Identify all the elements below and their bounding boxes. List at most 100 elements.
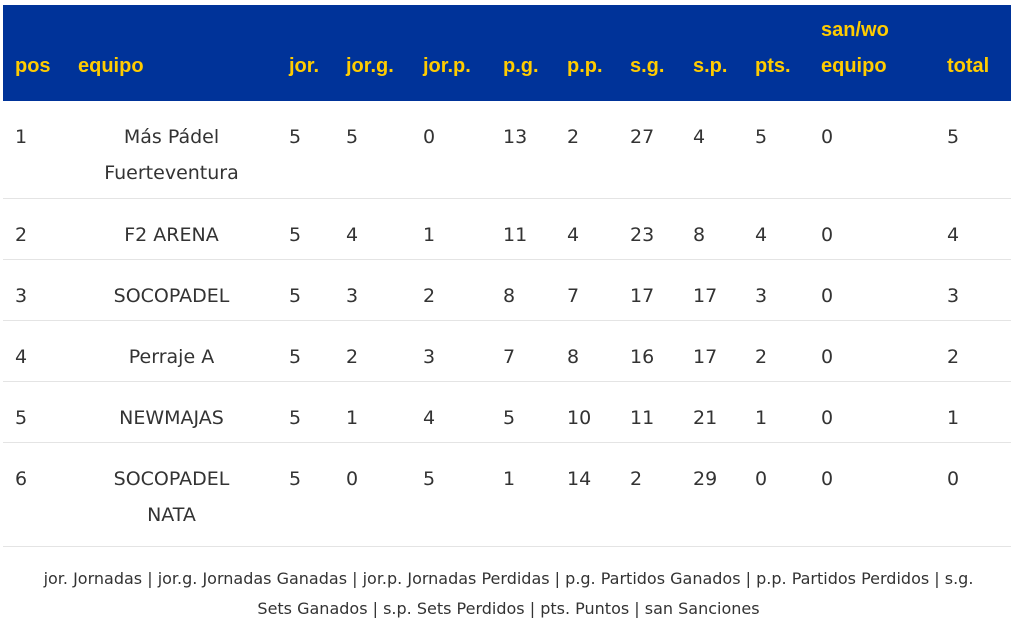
team-name-line1: SOCOPADEL [113, 285, 230, 307]
cell-pg: 11 [491, 198, 555, 260]
cell-pts: 0 [743, 442, 809, 547]
cell-pp: 8 [555, 320, 618, 382]
cell-sg: 11 [618, 381, 681, 443]
header-sg: s.g. [630, 55, 665, 77]
cell-jorg: 1 [334, 381, 411, 443]
table-body: 1 Más Pádel Fuerteventura 5 5 0 13 2 27 4… [3, 101, 1011, 547]
standings-table: pos equipo jor. jor.g. jor.p. p.g. p.p. … [3, 5, 1011, 547]
table-row: 1 Más Pádel Fuerteventura 5 5 0 13 2 27 4… [3, 101, 1011, 199]
header-jorg: jor.g. [346, 55, 394, 77]
cell-san: 0 [809, 198, 935, 260]
header-jor: jor. [289, 55, 320, 77]
cell-pos: 4 [3, 320, 66, 382]
cell-total: 1 [935, 381, 1011, 443]
cell-pp: 2 [555, 101, 618, 199]
cell-pts: 2 [743, 320, 809, 382]
cell-sp: 17 [681, 259, 743, 321]
cell-jorp: 4 [411, 381, 491, 443]
cell-pg: 13 [491, 101, 555, 199]
cell-equipo: SOCOPADEL [66, 259, 277, 321]
cell-jor: 5 [277, 381, 334, 443]
table-row: 5 NEWMAJAS 5 1 4 5 10 11 21 1 0 1 [3, 381, 1011, 443]
cell-jorp: 1 [411, 198, 491, 260]
header-equipo: equipo [78, 55, 144, 77]
cell-total: 5 [935, 101, 1011, 199]
cell-pg: 8 [491, 259, 555, 321]
cell-san: 0 [809, 101, 935, 199]
cell-pg: 7 [491, 320, 555, 382]
header-pos: pos [15, 55, 51, 77]
cell-pg: 1 [491, 442, 555, 547]
cell-jor: 5 [277, 259, 334, 321]
cell-san: 0 [809, 320, 935, 382]
cell-jor: 5 [277, 198, 334, 260]
cell-equipo: Más Pádel Fuerteventura [66, 101, 277, 199]
cell-pp: 10 [555, 381, 618, 443]
cell-sp: 29 [681, 442, 743, 547]
cell-sg: 23 [618, 198, 681, 260]
header-san-wo: san/wo equipo [809, 5, 935, 101]
cell-equipo: NEWMAJAS [66, 381, 277, 443]
cell-total: 2 [935, 320, 1011, 382]
cell-jorg: 4 [334, 198, 411, 260]
team-name-line1: F2 ARENA [124, 224, 219, 246]
standings-table-container: pos equipo jor. jor.g. jor.p. p.g. p.p. … [3, 5, 1011, 547]
cell-pos: 5 [3, 381, 66, 443]
cell-jorp: 0 [411, 101, 491, 199]
cell-sp: 17 [681, 320, 743, 382]
cell-sg: 17 [618, 259, 681, 321]
cell-jorg: 3 [334, 259, 411, 321]
cell-jor: 5 [277, 442, 334, 547]
cell-jorg: 5 [334, 101, 411, 199]
header-row: pos equipo jor. jor.g. jor.p. p.g. p.p. … [3, 5, 1011, 101]
team-name-line1: Más Pádel [123, 126, 220, 148]
team-name-line1: SOCOPADEL [113, 468, 230, 490]
table-row: 6 SOCOPADEL NATA 5 0 5 1 14 2 29 0 0 0 [3, 442, 1011, 547]
header-sp: s.p. [693, 55, 728, 77]
table-row: 4 Perraje A 5 2 3 7 8 16 17 2 0 2 [3, 320, 1011, 382]
table-row: 3 SOCOPADEL 5 3 2 8 7 17 17 3 0 3 [3, 259, 1011, 321]
cell-jor: 5 [277, 320, 334, 382]
cell-sp: 21 [681, 381, 743, 443]
team-name-line2: NATA [147, 504, 196, 526]
cell-pos: 2 [3, 198, 66, 260]
header-jorp: jor.p. [423, 55, 471, 77]
legend-line-2: Sets Ganados | s.p. Sets Perdidos | pts.… [257, 599, 760, 618]
legend-line-1: jor. Jornadas | jor.g. Jornadas Ganadas … [43, 569, 974, 588]
cell-total: 0 [935, 442, 1011, 547]
cell-pp: 14 [555, 442, 618, 547]
cell-jorp: 2 [411, 259, 491, 321]
cell-equipo: Perraje A [66, 320, 277, 382]
cell-sg: 2 [618, 442, 681, 547]
cell-pts: 1 [743, 381, 809, 443]
cell-equipo: F2 ARENA [66, 198, 277, 260]
cell-jor: 5 [277, 101, 334, 199]
cell-pg: 5 [491, 381, 555, 443]
cell-san: 0 [809, 259, 935, 321]
cell-pos: 1 [3, 101, 66, 199]
cell-pts: 5 [743, 101, 809, 199]
cell-san: 0 [809, 442, 935, 547]
cell-jorp: 3 [411, 320, 491, 382]
header-pp: p.p. [567, 55, 603, 77]
cell-pts: 4 [743, 198, 809, 260]
cell-pts: 3 [743, 259, 809, 321]
cell-total: 4 [935, 198, 1011, 260]
header-san-line2: equipo [821, 55, 887, 77]
cell-sp: 4 [681, 101, 743, 199]
cell-pos: 6 [3, 442, 66, 547]
cell-pp: 4 [555, 198, 618, 260]
cell-sg: 16 [618, 320, 681, 382]
team-name-line1: Perraje A [128, 346, 215, 368]
header-pts: pts. [755, 55, 791, 77]
cell-sg: 27 [618, 101, 681, 199]
cell-san: 0 [809, 381, 935, 443]
header-pg: p.g. [503, 55, 539, 77]
header-total: total [947, 55, 990, 77]
cell-jorg: 2 [334, 320, 411, 382]
cell-equipo: SOCOPADEL NATA [66, 442, 277, 547]
team-name-line2: Fuerteventura [104, 162, 239, 184]
cell-pp: 7 [555, 259, 618, 321]
team-name-line1: NEWMAJAS [119, 407, 224, 429]
cell-jorp: 5 [411, 442, 491, 547]
